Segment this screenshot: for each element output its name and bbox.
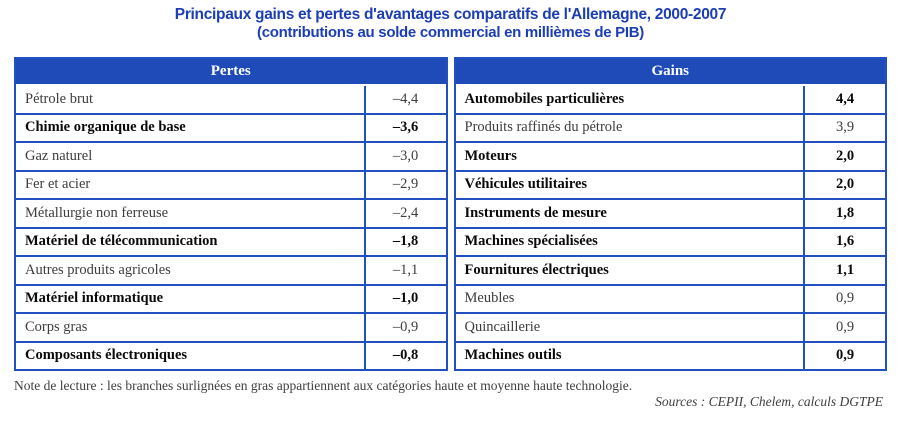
reading-note: Note de lecture : les branches surlignée…: [14, 378, 633, 393]
row-label: Composants électroniques: [25, 347, 188, 364]
row-label: Machines outils: [464, 347, 562, 364]
row-value: –2,9: [363, 171, 446, 198]
row-value: –4,4: [363, 86, 446, 113]
row-label: Pétrole brut: [25, 90, 94, 107]
row-label: Matériel de télécommunication: [25, 233, 218, 250]
row-label: Automobiles particulières: [464, 90, 625, 107]
table-row: Matériel informatique –1,0: [16, 283, 446, 312]
title-line-1: Principaux gains et pertes d'avantages c…: [174, 6, 727, 23]
table-row: Instruments de mesure 1,8: [455, 198, 885, 227]
table-row: Corps gras –0,9: [16, 312, 446, 341]
row-value: 4,4: [803, 86, 885, 113]
row-label: Quincaillerie: [464, 318, 541, 335]
table-row: Pétrole brut –4,4: [16, 86, 446, 113]
table-row: Machines spécialisées 1,6: [455, 226, 885, 255]
table-row: Métallurgie non ferreuse –2,4: [16, 198, 446, 227]
pertes-rows: Pétrole brut –4,4 Chimie organique de base…: [16, 86, 446, 369]
gains-rows: Automobiles particulières 4,4 Produits raf…: [455, 86, 886, 369]
row-value: –0,8: [363, 342, 446, 369]
row-value: 0,9: [803, 285, 885, 312]
table-row: Meubles 0,9: [455, 283, 885, 312]
table-row: Matériel de télécommunication –1,8: [16, 226, 446, 255]
row-value: –3,0: [363, 143, 446, 170]
row-label: Moteurs: [464, 147, 517, 164]
row-label: Machines spécialisées: [464, 233, 598, 250]
row-label: Fournitures électriques: [464, 261, 609, 278]
row-label: Meubles: [464, 290, 515, 307]
table-row: Gaz naturel –3,0: [16, 141, 446, 170]
row-label: Gaz naturel: [25, 147, 93, 164]
table-row: Automobiles particulières 4,4: [456, 86, 886, 113]
table-row: Machines outils 0,9: [455, 340, 885, 369]
table-row: Fer et acier –2,9: [16, 169, 446, 198]
row-value: –1,0: [363, 285, 446, 312]
row-value: –3,6: [363, 114, 446, 141]
row-value: 2,0: [803, 143, 885, 170]
row-label: Corps gras: [25, 318, 88, 335]
row-label: Autres produits agricoles: [25, 261, 171, 278]
row-label: Fer et acier: [25, 176, 91, 193]
row-value: –0,9: [363, 314, 446, 341]
title-line-2: (contributions au solde commercial en mi…: [257, 24, 644, 41]
table-row: Fournitures électriques 1,1: [455, 255, 885, 284]
gains-header: Gains: [455, 59, 885, 86]
row-value: 1,1: [803, 257, 885, 284]
pertes-table: Pertes Pétrole brut –4,4 Chimie organique …: [14, 57, 448, 371]
row-value: –1,8: [363, 228, 446, 255]
row-label: Véhicules utilitaires: [464, 176, 588, 193]
sources-credit: Sources : CEPII, Chelem, calculs DGTPE: [655, 394, 883, 409]
row-value: 2,0: [803, 171, 885, 198]
table-row: Autres produits agricoles –1,1: [16, 255, 446, 284]
row-value: 0,9: [803, 314, 885, 341]
figure-title: Principaux gains et pertes d'avantages c…: [0, 0, 901, 41]
gains-table: Gains Automobiles particulières 4,4 Produi…: [453, 57, 887, 371]
table-row: Véhicules utilitaires 2,0: [455, 169, 885, 198]
table-row: Quincaillerie 0,9: [455, 312, 885, 341]
table-row: Composants électroniques –0,8: [16, 340, 446, 369]
table-row: Chimie organique de base –3,6: [16, 112, 446, 141]
row-label: Métallurgie non ferreuse: [25, 204, 169, 221]
comparative-tables: Pertes Pétrole brut –4,4 Chimie organique …: [14, 57, 887, 371]
row-value: –2,4: [363, 200, 446, 227]
row-label: Instruments de mesure: [464, 204, 607, 221]
row-value: –1,1: [363, 257, 446, 284]
row-value: 0,9: [803, 342, 885, 369]
row-label: Matériel informatique: [25, 290, 164, 307]
row-value: 1,8: [803, 200, 885, 227]
table-row: Moteurs 2,0: [455, 141, 885, 170]
pertes-header: Pertes: [16, 59, 446, 86]
row-label: Produits raffinés du pétrole: [464, 119, 623, 136]
row-value: 1,6: [803, 228, 885, 255]
row-label: Chimie organique de base: [25, 119, 186, 136]
row-value: 3,9: [803, 114, 885, 141]
table-row: Produits raffinés du pétrole 3,9: [455, 112, 885, 141]
